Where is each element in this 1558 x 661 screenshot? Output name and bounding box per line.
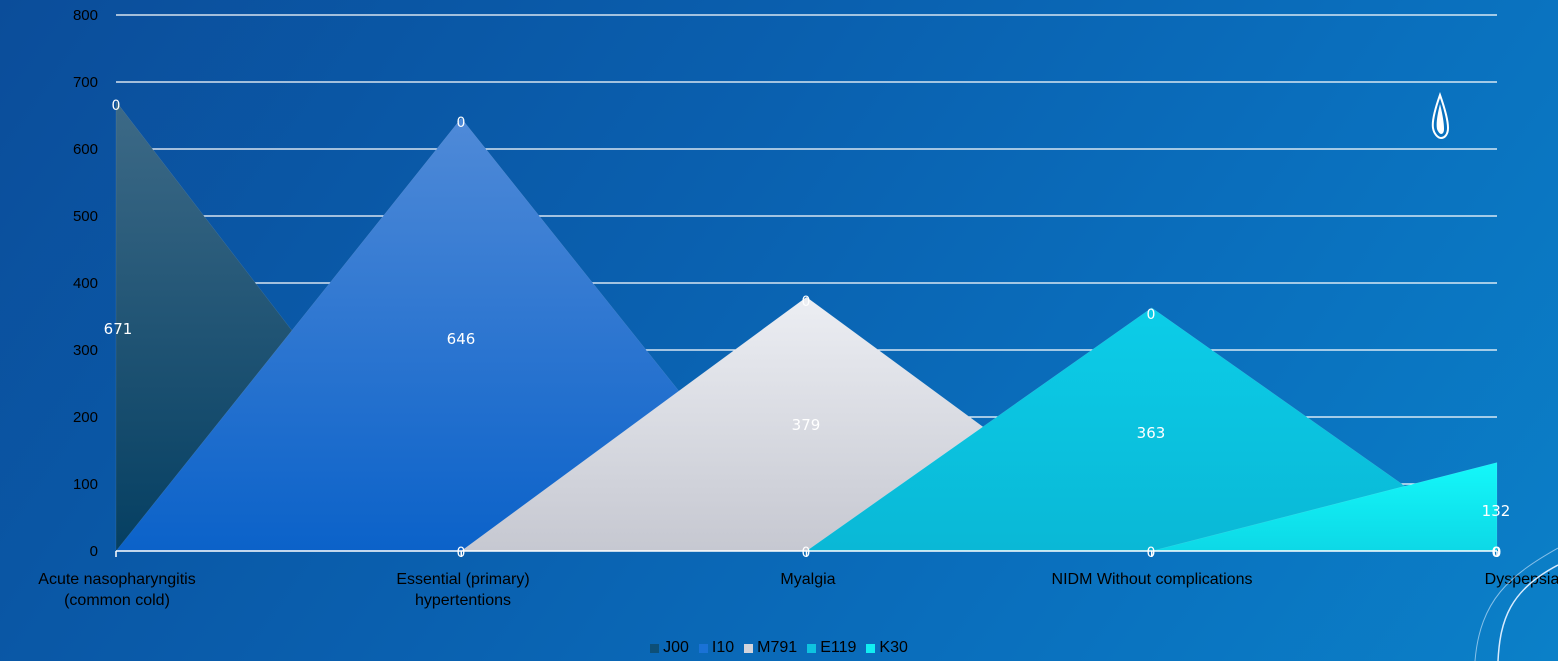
y-tick-label: 200 (73, 409, 98, 426)
chart-legend: J00 I10 M791 E119 K30 (0, 639, 1558, 657)
zero-data-label: 0 (457, 545, 466, 561)
x-category-label: NIDM Without complications (1052, 571, 1253, 588)
y-axis: 0 100 200 300 400 500 600 700 800 (73, 7, 98, 560)
legend-swatch (698, 643, 708, 653)
data-label: 363 (1137, 424, 1166, 442)
data-label: 379 (792, 416, 821, 434)
y-tick-label: 400 (73, 275, 98, 292)
legend-item-e119: E119 (807, 639, 856, 657)
zero-data-label: 0 (1493, 545, 1502, 561)
x-category-label: Essential (primary) (396, 571, 529, 588)
y-tick-label: 100 (73, 476, 98, 493)
y-tick-label: 500 (73, 208, 98, 225)
legend-swatch (744, 643, 754, 653)
legend-swatch (807, 643, 817, 653)
zero-data-label: 0 (802, 294, 811, 310)
x-axis-labels: Acute nasopharyngitis (common cold) Essent… (38, 571, 1558, 609)
legend-label: I10 (711, 639, 735, 656)
legend-label: M791 (757, 639, 798, 656)
x-category-label: Acute nasopharyngitis (38, 571, 195, 588)
y-tick-label: 700 (73, 74, 98, 91)
zero-data-label: 0 (112, 98, 121, 114)
y-tick-label: 300 (73, 342, 98, 359)
legend-item-m791: M791 (744, 639, 797, 657)
y-tick-label: 0 (90, 543, 98, 560)
data-label: 646 (447, 330, 476, 348)
zero-data-label: 0 (802, 545, 811, 561)
legend-item-i10: I10 (698, 639, 735, 657)
legend-label: K30 (879, 639, 908, 656)
legend-label: J00 (663, 639, 689, 656)
legend-item-j00: J00 (650, 639, 689, 657)
zero-data-label: 0 (457, 115, 466, 131)
x-category-label: Dyspepsia (1485, 571, 1558, 588)
zero-data-label: 0 (1147, 307, 1156, 323)
y-tick-label: 600 (73, 141, 98, 158)
zero-data-label: 0 (1147, 545, 1156, 561)
legend-label: E119 (820, 639, 857, 656)
legend-item-k30: K30 (866, 639, 908, 657)
legend-swatch (866, 643, 876, 653)
data-label: 132 (1482, 502, 1511, 520)
legend-swatch (650, 643, 660, 653)
data-label: 671 (104, 320, 133, 338)
x-category-label: Myalgia (780, 571, 835, 588)
x-category-label: hypertentions (415, 592, 511, 609)
series-areas (115, 100, 1498, 552)
x-category-label: (common cold) (64, 592, 170, 609)
y-tick-label: 800 (73, 7, 98, 24)
